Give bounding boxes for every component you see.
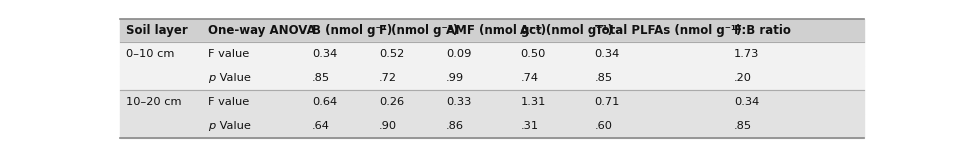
- Bar: [120, 90, 864, 114]
- Text: 0.34: 0.34: [733, 97, 759, 107]
- Text: .60: .60: [594, 121, 612, 131]
- Text: 0.71: 0.71: [594, 97, 620, 107]
- Text: Act (nmol g⁻¹): Act (nmol g⁻¹): [520, 24, 613, 37]
- Text: F:B ratio: F:B ratio: [733, 24, 791, 37]
- Text: 1.73: 1.73: [733, 49, 759, 59]
- Text: .99: .99: [445, 73, 464, 83]
- Text: 0.64: 0.64: [312, 97, 337, 107]
- Text: Value: Value: [216, 121, 251, 131]
- Text: 0.33: 0.33: [445, 97, 471, 107]
- Text: .85: .85: [733, 121, 752, 131]
- Text: .31: .31: [520, 121, 539, 131]
- Text: 10–20 cm: 10–20 cm: [126, 97, 181, 107]
- Text: .90: .90: [379, 121, 397, 131]
- Text: AMF (nmol g⁻¹): AMF (nmol g⁻¹): [445, 24, 546, 37]
- Text: Value: Value: [216, 73, 251, 83]
- Text: .85: .85: [594, 73, 612, 83]
- Text: F (nmol g⁻¹): F (nmol g⁻¹): [379, 24, 458, 37]
- Bar: [120, 42, 864, 66]
- Text: .20: .20: [733, 73, 752, 83]
- Text: One-way ANOVA: One-way ANOVA: [207, 24, 316, 37]
- Text: p: p: [207, 121, 215, 131]
- Text: 0.34: 0.34: [312, 49, 337, 59]
- Text: .86: .86: [445, 121, 464, 131]
- Text: 0.50: 0.50: [520, 49, 545, 59]
- Bar: [120, 114, 864, 138]
- Text: .64: .64: [312, 121, 330, 131]
- Text: B (nmol g⁻¹): B (nmol g⁻¹): [312, 24, 393, 37]
- Text: 0.34: 0.34: [594, 49, 620, 59]
- Bar: [120, 66, 864, 90]
- Text: 0–10 cm: 0–10 cm: [126, 49, 175, 59]
- Text: F value: F value: [207, 97, 249, 107]
- Text: F value: F value: [207, 49, 249, 59]
- Text: 0.26: 0.26: [379, 97, 404, 107]
- Text: .85: .85: [312, 73, 330, 83]
- Text: 1.31: 1.31: [520, 97, 545, 107]
- Text: p: p: [207, 73, 215, 83]
- Text: Soil layer: Soil layer: [126, 24, 188, 37]
- Text: Total PLFAs (nmol g⁻¹): Total PLFAs (nmol g⁻¹): [594, 24, 741, 37]
- Text: .74: .74: [520, 73, 539, 83]
- Text: 0.52: 0.52: [379, 49, 404, 59]
- Text: .72: .72: [379, 73, 396, 83]
- Text: 0.09: 0.09: [445, 49, 471, 59]
- Bar: [120, 19, 864, 42]
